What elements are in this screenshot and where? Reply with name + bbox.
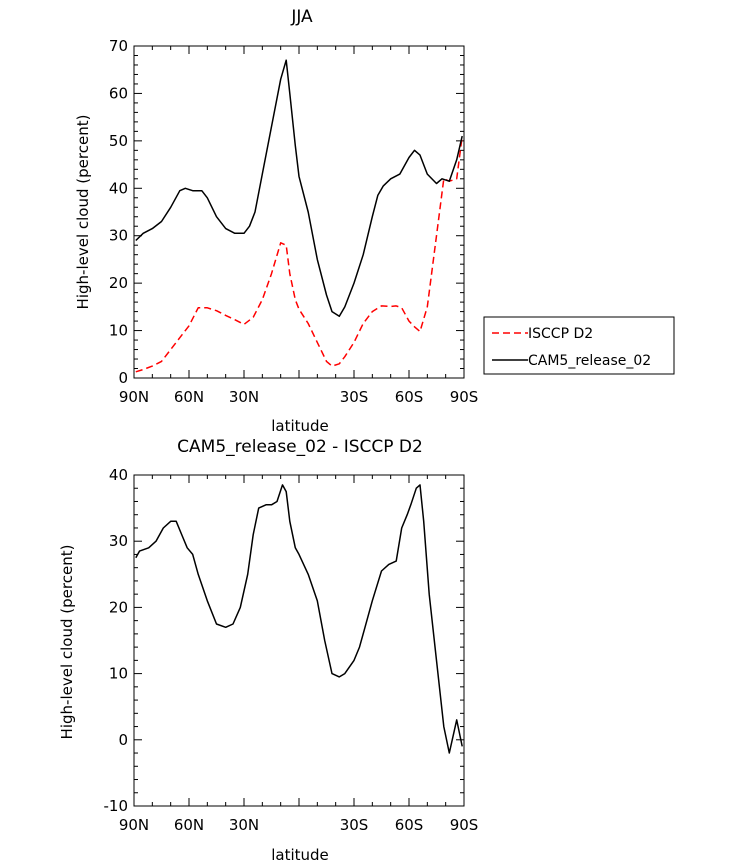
top-chart-x-tick-label: 60N: [174, 388, 204, 406]
top-chart-ticks: 90N 60N 30N 30S 60S 90S 0 10 20 30 40 50 60 70: [109, 37, 478, 406]
legend-label-isccp-d2: ISCCP D2: [528, 326, 593, 342]
legend-label-cam5: CAM5_release_02: [528, 353, 651, 369]
bottom-chart-x-axis-label: latitude: [271, 846, 329, 864]
top-chart: JJA latitude High-level cloud (percent) …: [74, 7, 478, 435]
top-chart-title: JJA: [290, 7, 313, 27]
top-chart-y-tick-label: 40: [109, 179, 128, 197]
bottom-chart-x-tick-label: 30N: [229, 816, 259, 834]
legend-box: [483, 316, 675, 375]
bottom-chart-y-tick-label: 0: [118, 731, 128, 749]
top-chart-y-tick-label: 70: [109, 37, 128, 55]
top-chart-x-axis-label: latitude: [271, 417, 329, 435]
bottom-chart-frame: [133, 474, 465, 807]
top-chart-x-tick-label: 30N: [229, 388, 259, 406]
top-chart-y-tick-label: 60: [109, 84, 128, 102]
bottom-chart-series: [135, 484, 463, 754]
bottom-chart-y-tick-label: 30: [109, 532, 128, 550]
top-chart-x-tick-label: 30S: [340, 388, 369, 406]
top-chart-series: [135, 59, 463, 373]
top-chart-y-tick-label: 50: [109, 132, 128, 150]
bottom-chart-x-tick-label: 60S: [395, 816, 424, 834]
top-chart-legend: ISCCP D2 CAM5_release_02: [483, 316, 675, 375]
top-chart-x-tick-label: 90S: [450, 388, 479, 406]
bottom-chart-x-tick-label: 30S: [340, 816, 369, 834]
top-chart-y-tick-label: 20: [109, 274, 128, 292]
bottom-chart-x-tick-label: 60N: [174, 816, 204, 834]
top-chart-series-line-cam5-release-02: [135, 59, 463, 318]
top-chart-frame: [133, 45, 465, 379]
bottom-chart-y-tick-label: -10: [104, 797, 129, 815]
bottom-chart-ticks: 90N 60N 30N 30S 60S 90S -10 0 10 20 30 40: [104, 466, 479, 834]
top-chart-series-line-isccp-d2: [135, 136, 463, 373]
bottom-chart: CAM5_release_02 - ISCCP D2 latitude High…: [58, 437, 478, 864]
bottom-chart-title: CAM5_release_02 - ISCCP D2: [177, 437, 423, 457]
bottom-chart-y-axis-label: High-level cloud (percent): [58, 545, 76, 740]
bottom-chart-y-tick-label: 20: [109, 598, 128, 616]
bottom-chart-x-tick-label: 90S: [450, 816, 479, 834]
top-chart-y-tick-label: 0: [118, 369, 128, 387]
top-chart-x-tick-label: 90N: [119, 388, 149, 406]
bottom-chart-y-tick-label: 40: [109, 466, 128, 484]
top-chart-x-tick-label: 60S: [395, 388, 424, 406]
top-chart-y-axis-label: High-level cloud (percent): [74, 115, 92, 310]
bottom-chart-x-tick-label: 90N: [119, 816, 149, 834]
top-chart-y-tick-label: 10: [109, 322, 128, 340]
bottom-chart-series-line-0: [135, 484, 463, 754]
top-chart-y-tick-label: 30: [109, 227, 128, 245]
bottom-chart-y-tick-label: 10: [109, 665, 128, 683]
